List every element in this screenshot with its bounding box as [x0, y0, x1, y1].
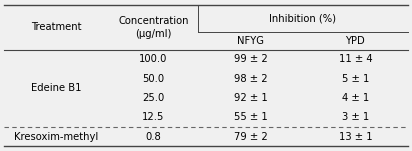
Text: 0.8: 0.8 [145, 132, 162, 142]
Text: 50.0: 50.0 [143, 74, 164, 84]
Text: 79 ± 2: 79 ± 2 [234, 132, 267, 142]
Text: Concentration
(μg/ml): Concentration (μg/ml) [118, 16, 189, 39]
Text: Edeine B1: Edeine B1 [31, 84, 82, 93]
Text: 98 ± 2: 98 ± 2 [234, 74, 267, 84]
Text: 4 ± 1: 4 ± 1 [342, 93, 369, 103]
Text: 12.5: 12.5 [142, 112, 165, 122]
Text: 99 ± 2: 99 ± 2 [234, 55, 267, 64]
Text: Inhibition (%): Inhibition (%) [269, 13, 337, 23]
Text: 55 ± 1: 55 ± 1 [234, 112, 267, 122]
Text: 5 ± 1: 5 ± 1 [342, 74, 369, 84]
Text: Kresoxim-methyl: Kresoxim-methyl [14, 132, 99, 142]
Text: 92 ± 1: 92 ± 1 [234, 93, 267, 103]
Text: 13 ± 1: 13 ± 1 [339, 132, 372, 142]
Text: 100.0: 100.0 [139, 55, 168, 64]
Text: 25.0: 25.0 [143, 93, 165, 103]
Text: YPD: YPD [346, 36, 365, 46]
Text: 11 ± 4: 11 ± 4 [339, 55, 372, 64]
Text: 3 ± 1: 3 ± 1 [342, 112, 369, 122]
Text: Treatment: Treatment [31, 22, 82, 32]
Text: NFYG: NFYG [237, 36, 264, 46]
